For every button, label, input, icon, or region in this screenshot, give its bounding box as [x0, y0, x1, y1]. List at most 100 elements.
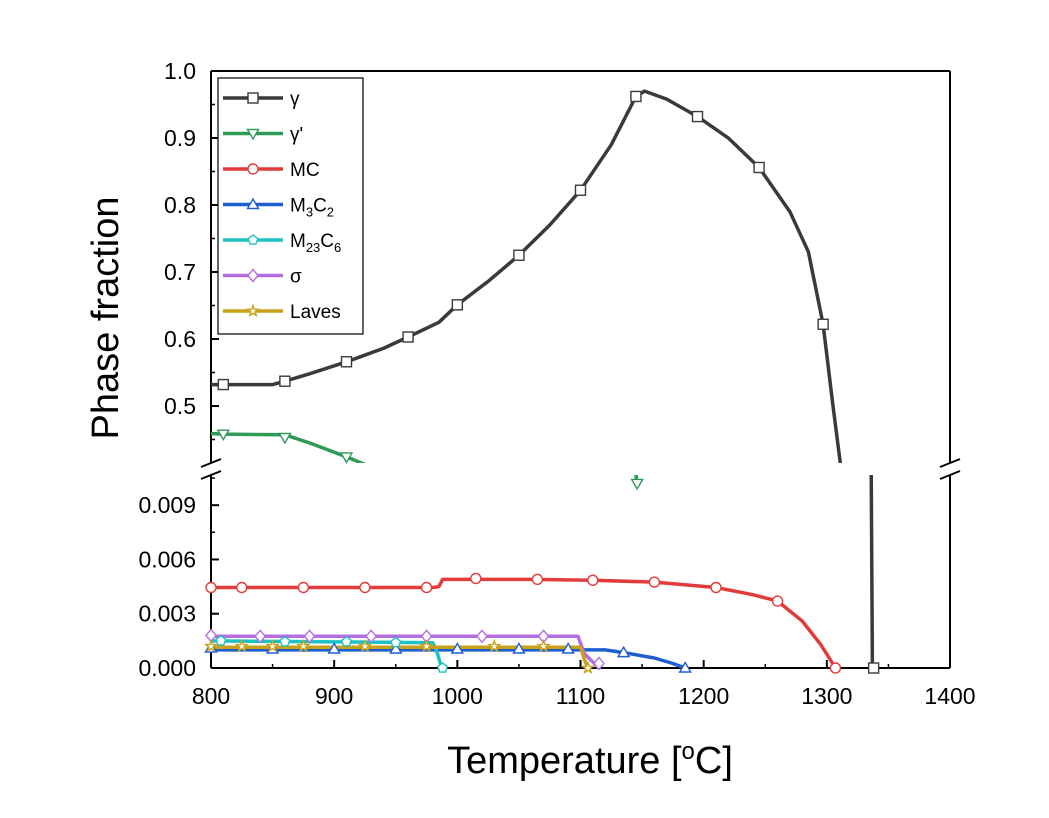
marker-circle	[247, 163, 259, 175]
marker-triangle	[678, 661, 692, 673]
tick-labels: 800 900 1000 1100 1200 1300 1400 1.0 0.9 0.8 0.7 0.…	[138, 58, 975, 709]
legend-label: γ'	[290, 125, 303, 146]
marker-star	[296, 638, 311, 653]
marker-pentagon	[436, 662, 449, 673]
marker-pentagon	[390, 636, 402, 648]
y-tick-label-lower: 0.000	[138, 655, 196, 681]
marker-circle	[829, 662, 842, 674]
marker-square	[630, 90, 642, 103]
marker-circle	[420, 581, 433, 594]
marker-star	[536, 638, 551, 653]
legend-label: Laves	[290, 302, 341, 323]
x-tick-label: 1300	[801, 683, 852, 709]
legend-label-mid: C	[320, 231, 334, 252]
marker-triangle	[616, 645, 631, 658]
marker-triangle-down	[216, 429, 231, 442]
marker-star	[265, 638, 280, 653]
legend-label-sub: 23	[306, 240, 320, 255]
marker-square	[247, 92, 259, 104]
axis-break-left-1	[200, 458, 222, 468]
series-0-lower-line	[869, 475, 875, 669]
marker-square	[451, 299, 464, 311]
marker-star	[580, 660, 596, 675]
marker-diamond	[247, 268, 259, 283]
legend-label-sub: 6	[334, 240, 341, 255]
marker-square	[867, 662, 880, 674]
marker-circle	[297, 581, 310, 594]
y-tick-label-upper: 0.6	[164, 326, 196, 352]
y-tick-label-upper: 0.7	[164, 259, 196, 285]
marker-square	[691, 110, 704, 123]
marker-triangle	[389, 642, 403, 654]
marker-circle	[587, 574, 599, 586]
marker-star	[234, 638, 249, 653]
marker-circle	[205, 581, 217, 594]
marker-star	[419, 638, 434, 653]
x-axis-title-sup: o	[682, 738, 695, 765]
series-3-lower-line	[211, 648, 686, 669]
x-tick-label: 1400	[924, 683, 975, 709]
marker-square	[402, 331, 414, 343]
y-tick-label-lower: 0.006	[138, 546, 196, 572]
legend-label: M3C2	[290, 196, 334, 220]
marker-star	[487, 638, 502, 653]
marker-triangle-down	[246, 128, 260, 141]
y-tick-label-lower: 0.009	[138, 492, 196, 518]
marker-circle	[236, 581, 248, 594]
axis-ticks	[210, 70, 951, 669]
marker-diamond	[254, 629, 267, 644]
legend-label-mid: C	[313, 196, 327, 217]
y-tick-label-upper: 0.8	[164, 192, 196, 218]
marker-star	[203, 638, 219, 653]
x-axis-title: Temperature [oC]	[447, 738, 733, 782]
marker-diamond	[365, 629, 378, 644]
y-tick-label-upper: 1.0	[164, 58, 196, 84]
marker-diamond	[303, 629, 316, 644]
legend-label-main: M	[290, 196, 306, 217]
marker-square	[817, 318, 829, 330]
legend-label-main: M	[290, 231, 306, 252]
series-0-upper-line	[211, 89, 843, 463]
axis-break-left-2	[200, 470, 222, 480]
marker-pentagon	[215, 634, 227, 646]
marker-circle	[531, 573, 544, 586]
x-tick-label: 1200	[678, 683, 729, 709]
legend-label-sub: 2	[327, 205, 334, 220]
marker-circle	[359, 581, 371, 594]
marker-triangle	[512, 642, 526, 654]
legend-label: γ	[290, 89, 300, 110]
marker-pentagon	[340, 635, 353, 647]
marker-circle	[648, 576, 661, 588]
y-axis-title: Phase fraction	[85, 197, 127, 440]
marker-triangle-down	[278, 432, 292, 445]
marker-square	[340, 356, 353, 368]
x-tick-label: 1100	[556, 683, 605, 709]
legend-label: σ	[290, 267, 302, 288]
marker-star	[245, 303, 261, 318]
marker-pentagon	[247, 234, 259, 245]
y-tick-label-lower: 0.003	[138, 601, 196, 627]
x-tick-label: 900	[315, 683, 353, 709]
marker-diamond	[476, 629, 488, 644]
series-1-upper-line	[211, 431, 366, 463]
y-tick-label-upper: 0.5	[164, 393, 196, 419]
legend-label: M23C6	[290, 231, 341, 255]
marker-triangle	[561, 642, 575, 654]
x-axis-title-end: C]	[695, 740, 733, 782]
axis-break-right-1	[939, 458, 961, 468]
marker-triangle-down	[630, 478, 644, 491]
marker-triangle	[450, 642, 465, 654]
marker-circle	[771, 595, 784, 607]
x-tick-label: 800	[192, 683, 230, 709]
marker-triangle	[327, 642, 341, 654]
y-tick-label-upper: 0.9	[164, 125, 196, 151]
marker-square	[217, 378, 230, 391]
marker-circle	[470, 572, 482, 585]
x-axis-title-main: Temperature [	[447, 740, 682, 782]
x-tick-label: 1000	[432, 683, 483, 709]
legend-label: MC	[290, 160, 320, 181]
marker-square	[574, 184, 587, 196]
marker-triangle-down	[339, 452, 354, 464]
